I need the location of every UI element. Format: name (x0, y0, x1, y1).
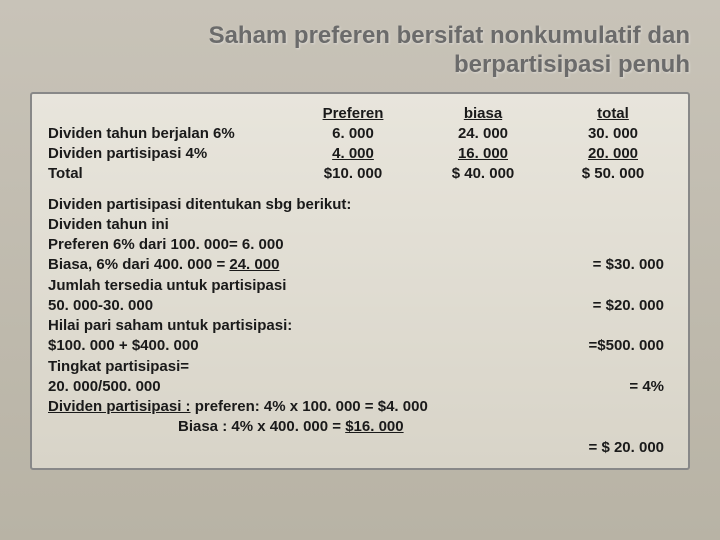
table-header-biasa: biasa (418, 104, 548, 124)
table-cell: $10. 000 (288, 164, 418, 184)
calc-line: $100. 000 + $400. 000 =$500. 000 (48, 336, 672, 356)
table-cell: 30. 000 (548, 124, 678, 144)
calc-line: Dividen tahun ini (48, 215, 672, 235)
calc-result: = 4% (562, 377, 672, 397)
table-cell: $ 50. 000 (548, 164, 678, 184)
table-cell: 4. 000 (288, 144, 418, 164)
calc-line: 50. 000-30. 000 = $20. 000 (48, 296, 672, 316)
slide-title: Saham preferen bersifat nonkumulatif dan… (30, 22, 690, 80)
calc-heading: Dividen partisipasi ditentukan sbg berik… (48, 195, 672, 215)
table-row-label: Dividen partisipasi 4% (48, 144, 288, 164)
table-header-empty (48, 104, 288, 124)
calc-line: Tingkat partisipasi= (48, 357, 672, 377)
calc-result: = $ 20. 000 (562, 438, 672, 458)
calc-line: = $ 20. 000 (48, 438, 672, 458)
calc-line: Hilai pari saham untuk partisipasi: (48, 316, 672, 336)
table-cell: $ 40. 000 (418, 164, 548, 184)
calc-line: Preferen 6% dari 100. 000= 6. 000 (48, 235, 672, 255)
calc-result: =$500. 000 (562, 336, 672, 356)
calc-result: = $20. 000 (562, 296, 672, 316)
calc-line: 20. 000/500. 000 = 4% (48, 377, 672, 397)
content-box: Preferen biasa total Dividen tahun berja… (30, 92, 690, 470)
calc-line: Dividen partisipasi : preferen: 4% x 100… (48, 397, 672, 417)
table-cell: 20. 000 (548, 144, 678, 164)
table-cell: 16. 000 (418, 144, 548, 164)
table-row-label: Dividen tahun berjalan 6% (48, 124, 288, 144)
table-cell: 6. 000 (288, 124, 418, 144)
calc-result: = $30. 000 (562, 255, 672, 275)
table-header-total: total (548, 104, 678, 124)
calc-line: Biasa, 6% dari 400. 000 = 24. 000 = $30.… (48, 255, 672, 275)
title-line1: Saham preferen bersifat nonkumulatif dan (209, 22, 690, 49)
slide: Saham preferen bersifat nonkumulatif dan… (0, 0, 720, 540)
table-cell: 24. 000 (418, 124, 548, 144)
calc-line: Biasa : 4% x 400. 000 = $16. 000 (48, 417, 672, 437)
calc-line: Jumlah tersedia untuk partisipasi (48, 276, 672, 296)
title-line2: berpartisipasi penuh (454, 51, 690, 78)
dividend-table: Preferen biasa total Dividen tahun berja… (48, 104, 672, 185)
table-header-preferen: Preferen (288, 104, 418, 124)
table-row-label: Total (48, 164, 288, 184)
